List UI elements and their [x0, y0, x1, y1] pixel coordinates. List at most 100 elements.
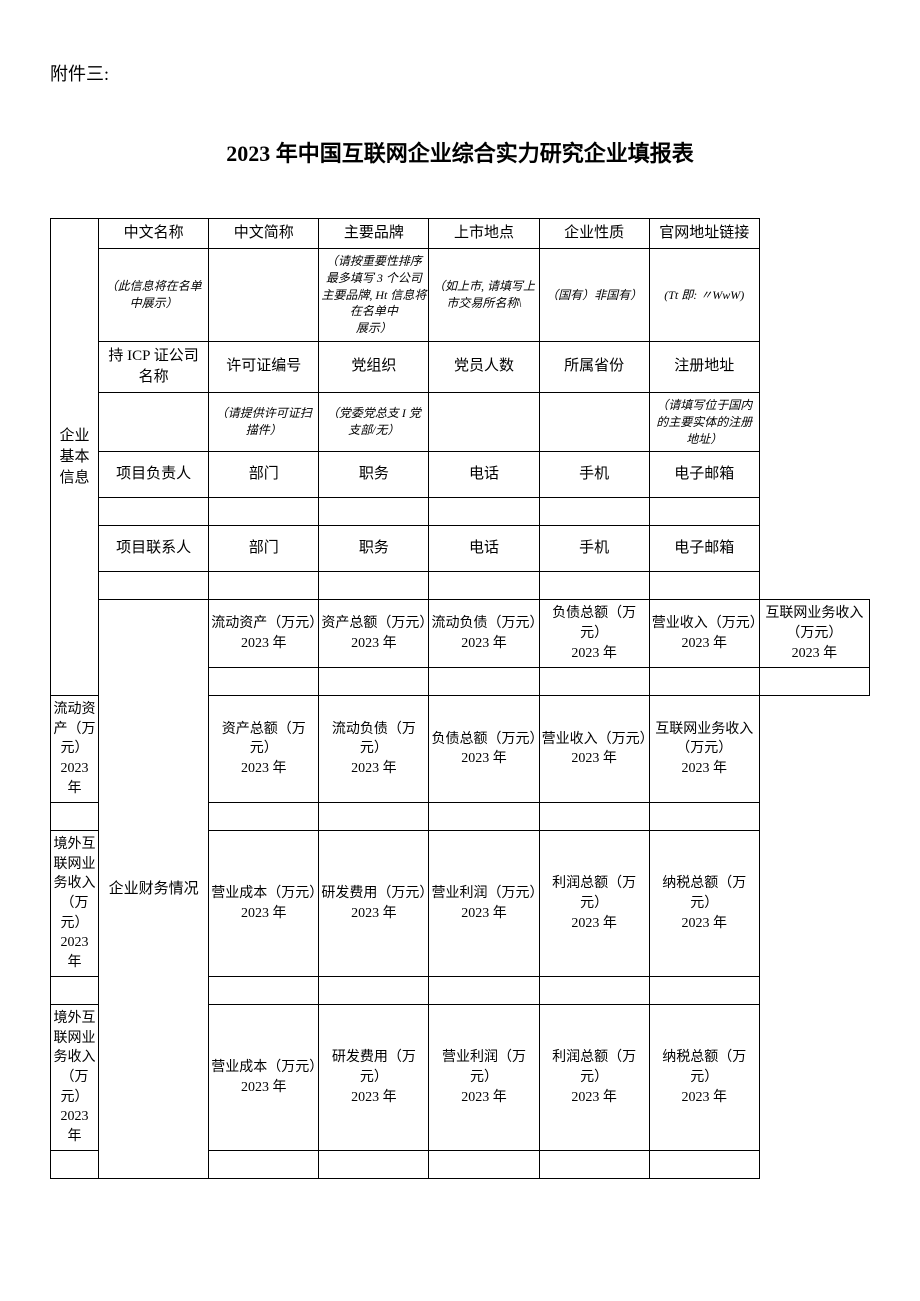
- cell: [539, 498, 649, 526]
- cell: （请提供许可证扫描件）: [209, 392, 319, 451]
- cell: （请按重要性排序最多填写 3 个公司主要品牌, Ht 信息将在名单中展示）: [319, 249, 429, 342]
- cell: 电话: [429, 526, 539, 572]
- cell: （如上市, 请填写上市交易所名称\: [429, 249, 539, 342]
- cell: [649, 803, 759, 831]
- cell: [429, 498, 539, 526]
- cell: 许可证编号: [209, 341, 319, 392]
- table-row: [51, 498, 870, 526]
- cell: 持 ICP 证公司名称: [99, 341, 209, 392]
- cell: 项目联系人: [99, 526, 209, 572]
- page-title: 2023 年中国互联网企业综合实力研究企业填报表: [50, 136, 870, 168]
- cell: 流动资产（万元）2023 年: [209, 600, 319, 668]
- table-row: 企业基本信息 中文名称 中文简称 主要品牌 上市地点 企业性质 官网地址链接: [51, 219, 870, 249]
- cell: 流动负债（万元）2023 年: [429, 600, 539, 668]
- cell: 电子邮箱: [649, 452, 759, 498]
- cell: 中文简称: [209, 219, 319, 249]
- cell: 流动资产（万元）2023 年: [51, 696, 99, 803]
- cell: [209, 249, 319, 342]
- cell: 互联网业务收入（万元）2023 年: [649, 696, 759, 803]
- cell: [429, 572, 539, 600]
- cell: 纳税总额（万元）2023 年: [649, 831, 759, 977]
- cell: （国有）非国有）: [539, 249, 649, 342]
- cell: 手机: [539, 526, 649, 572]
- cell: [319, 803, 429, 831]
- cell: [539, 977, 649, 1005]
- table-row: 项目联系人 部门 职务 电话 手机 电子邮箱: [51, 526, 870, 572]
- cell: 纳税总额（万元）2023 年: [649, 1005, 759, 1151]
- cell: [319, 572, 429, 600]
- cell: [209, 1151, 319, 1179]
- cell: 营业利润（万元）2023 年: [429, 831, 539, 977]
- cell: 电子邮箱: [649, 526, 759, 572]
- section-label-basic: 企业基本信息: [51, 219, 99, 696]
- cell: （请填写位于国内的主要实体的注册地址）: [649, 392, 759, 451]
- cell: [429, 977, 539, 1005]
- cell: [539, 1151, 649, 1179]
- cell: 党组织: [319, 341, 429, 392]
- table-row: （此信息将在名单中展示） （请按重要性排序最多填写 3 个公司主要品牌, Ht …: [51, 249, 870, 342]
- cell: [429, 668, 539, 696]
- table-row: （请提供许可证扫描件） （党委党总支 I 党支部/无） （请填写位于国内的主要实…: [51, 392, 870, 451]
- cell: [319, 498, 429, 526]
- cell: 利润总额（万元）2023 年: [539, 1005, 649, 1151]
- cell: [539, 392, 649, 451]
- cell: [649, 498, 759, 526]
- cell: 研发费用（万元）2023 年: [319, 831, 429, 977]
- cell: 负债总额（万元）2023 年: [429, 696, 539, 803]
- cell: 注册地址: [649, 341, 759, 392]
- cell: 职务: [319, 452, 429, 498]
- table-row: 项目负责人 部门 职务 电话 手机 电子邮箱: [51, 452, 870, 498]
- cell: [319, 977, 429, 1005]
- cell: [649, 977, 759, 1005]
- cell: 营业收入（万元）2023 年: [539, 696, 649, 803]
- cell: 营业收入（万元）2023 年: [649, 600, 759, 668]
- cell: 企业性质: [539, 219, 649, 249]
- cell: 部门: [209, 452, 319, 498]
- cell: [209, 498, 319, 526]
- cell: 资产总额（万元）2023 年: [209, 696, 319, 803]
- table-row: 企业财务情况 流动资产（万元）2023 年 资产总额（万元）2023 年 流动负…: [51, 600, 870, 668]
- cell: 项目负责人: [99, 452, 209, 498]
- cell: [319, 668, 429, 696]
- cell: [649, 1151, 759, 1179]
- cell: 营业成本（万元）2023 年: [209, 1005, 319, 1151]
- cell: [319, 1151, 429, 1179]
- cell: 官网地址链接: [649, 219, 759, 249]
- cell: 党员人数: [429, 341, 539, 392]
- cell: [649, 668, 759, 696]
- cell: [51, 977, 99, 1005]
- cell: [209, 977, 319, 1005]
- table-row: [51, 572, 870, 600]
- cell: 互联网业务收入（万元）2023 年: [759, 600, 869, 668]
- cell: 上市地点: [429, 219, 539, 249]
- cell: 营业利润（万元）2023 年: [429, 1005, 539, 1151]
- attachment-label: 附件三:: [50, 60, 870, 86]
- cell: [539, 803, 649, 831]
- cell: [209, 572, 319, 600]
- cell: 中文名称: [99, 219, 209, 249]
- cell: [429, 1151, 539, 1179]
- cell: 所属省份: [539, 341, 649, 392]
- cell: 电话: [429, 452, 539, 498]
- section-label-finance: 企业财务情况: [99, 600, 209, 1179]
- cell: 利润总额（万元）2023 年: [539, 831, 649, 977]
- cell: （党委党总支 I 党支部/无）: [319, 392, 429, 451]
- cell: 境外互联网业务收入（万元）2023 年: [51, 831, 99, 977]
- cell: [99, 572, 209, 600]
- cell: 营业成本（万元）2023 年: [209, 831, 319, 977]
- cell: [51, 1151, 99, 1179]
- cell: [649, 572, 759, 600]
- cell: [759, 668, 869, 696]
- cell: (Tt 即: 〃WwW): [649, 249, 759, 342]
- cell: [209, 668, 319, 696]
- cell: [429, 803, 539, 831]
- cell: 研发费用（万元）2023 年: [319, 1005, 429, 1151]
- cell: [539, 572, 649, 600]
- cell: 负债总额（万元）2023 年: [539, 600, 649, 668]
- cell: [429, 392, 539, 451]
- cell: 主要品牌: [319, 219, 429, 249]
- cell: [209, 803, 319, 831]
- cell: 流动负债（万元）2023 年: [319, 696, 429, 803]
- table-row: 持 ICP 证公司名称 许可证编号 党组织 党员人数 所属省份 注册地址: [51, 341, 870, 392]
- cell: 手机: [539, 452, 649, 498]
